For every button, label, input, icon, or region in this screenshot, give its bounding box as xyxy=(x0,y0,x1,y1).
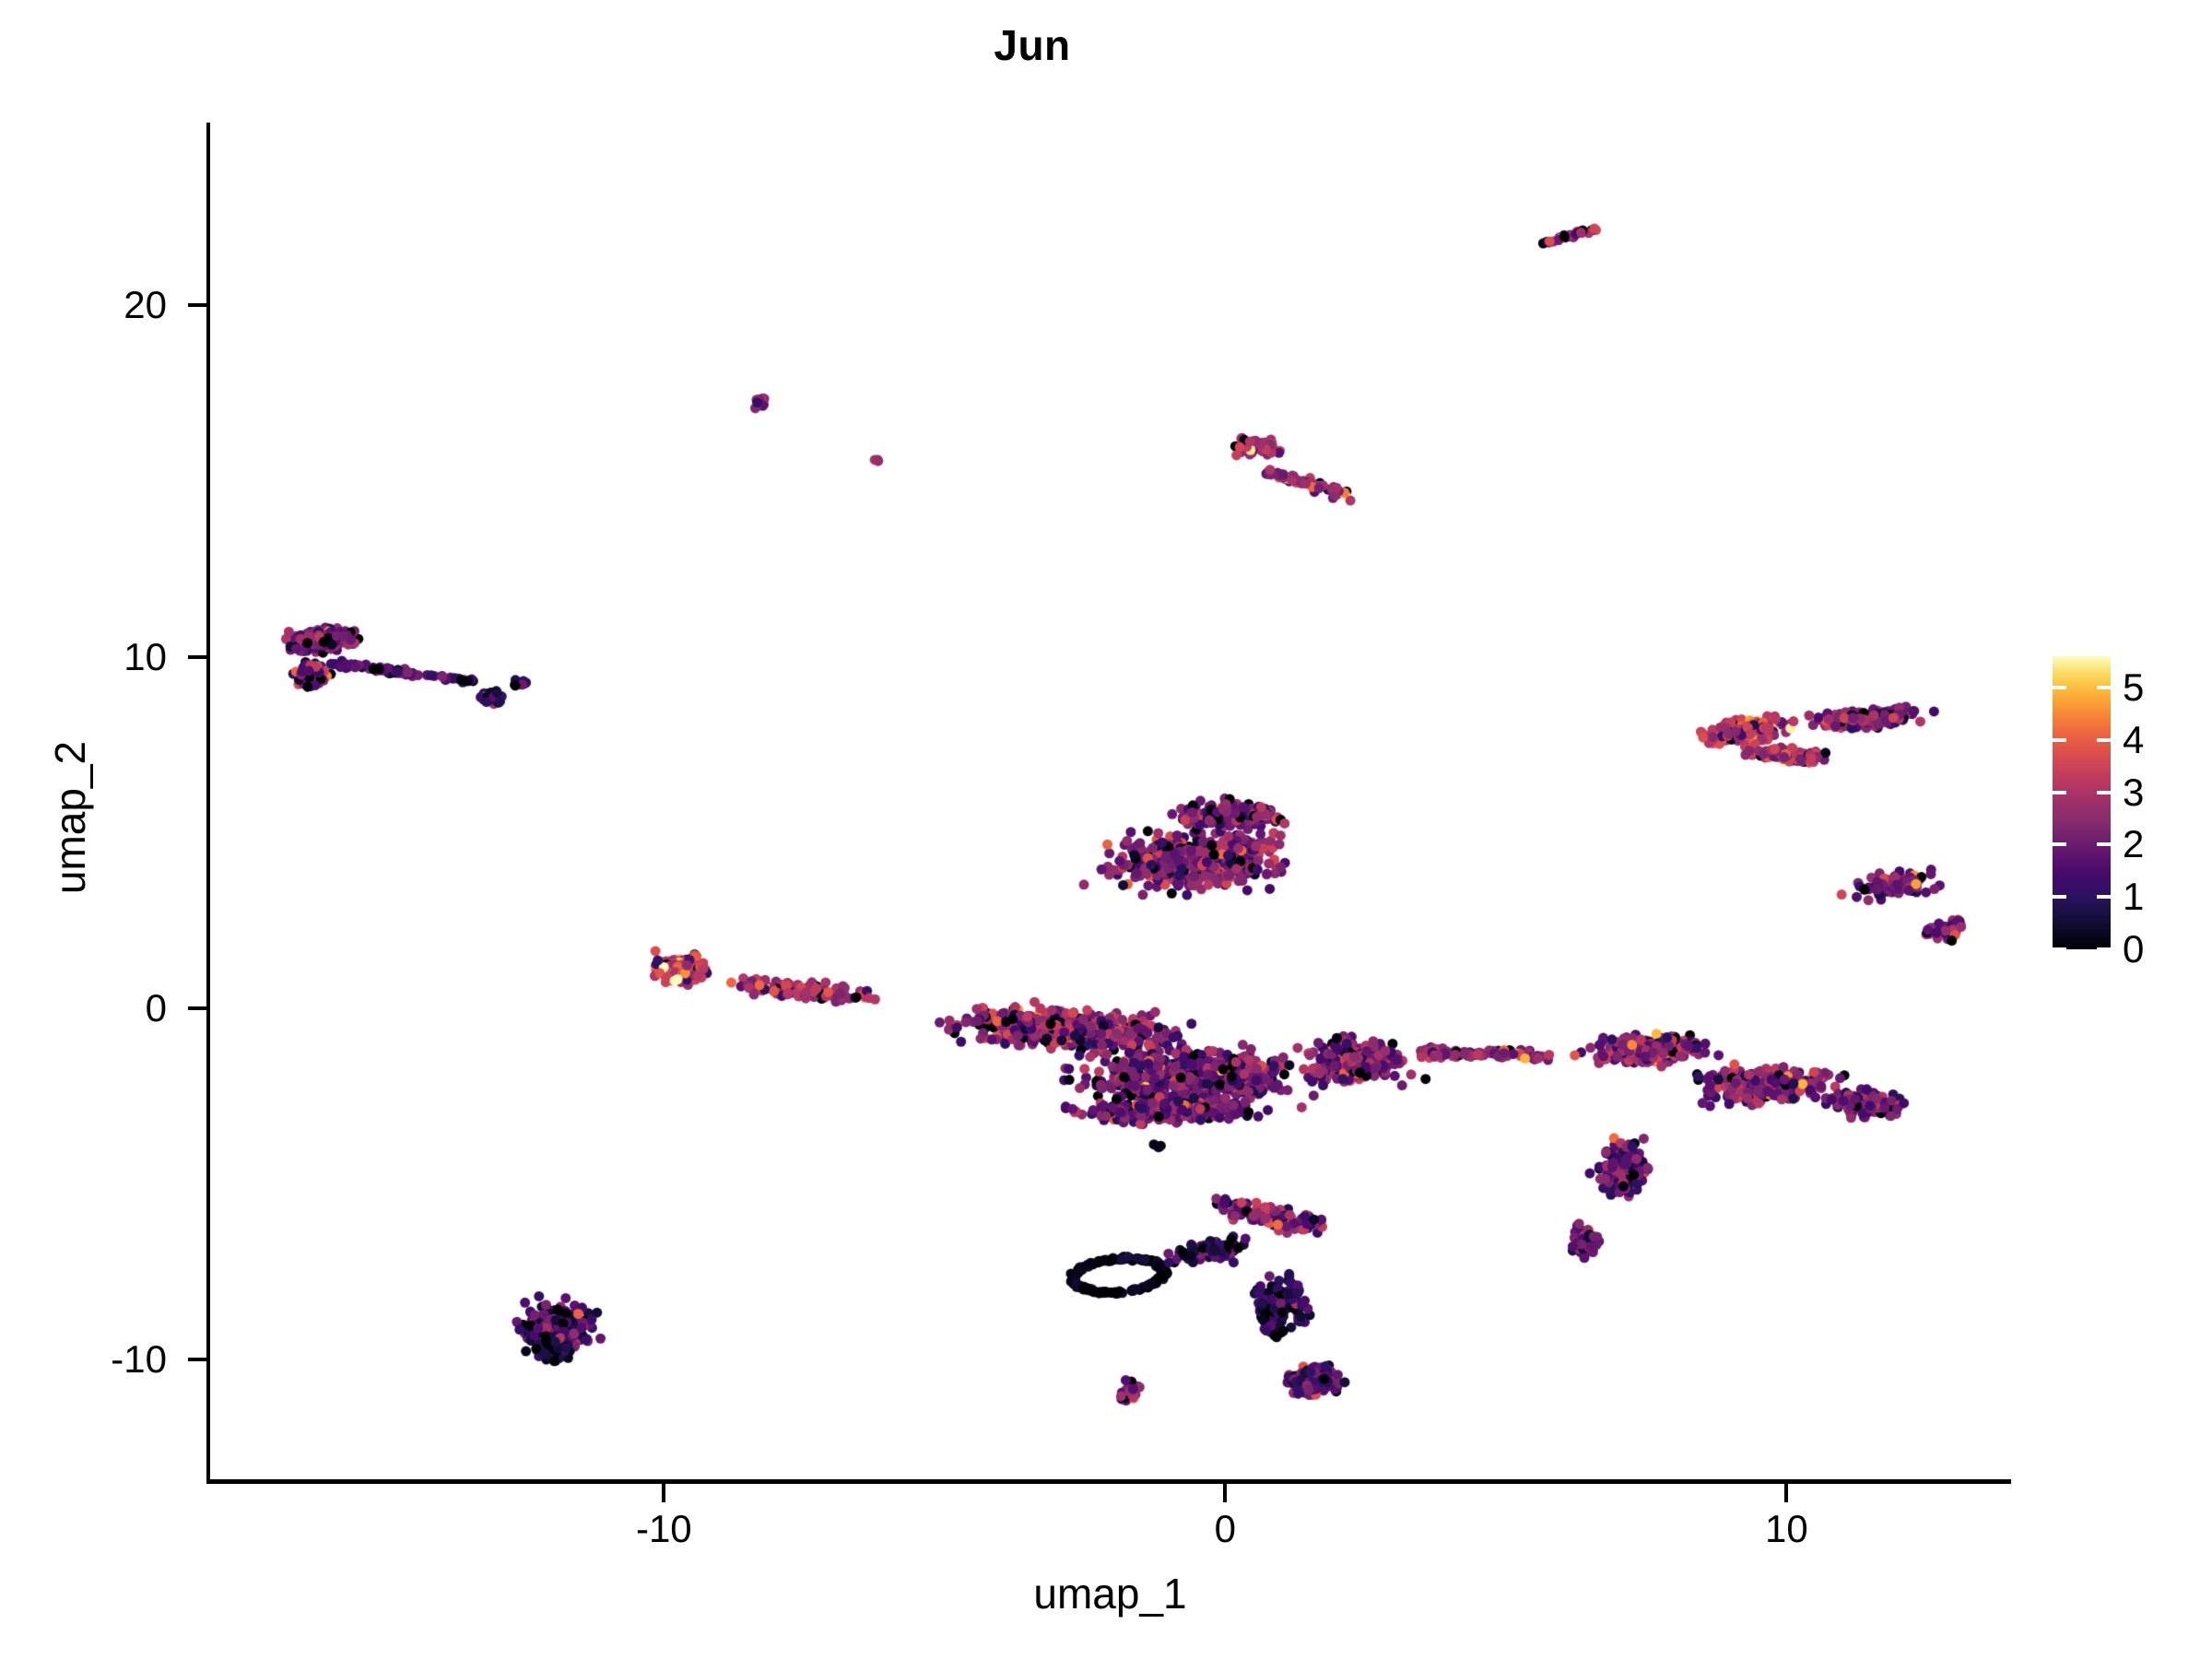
x-tick-label: 0 xyxy=(1214,1507,1237,1550)
x-tick-mark xyxy=(1223,1484,1228,1502)
x-tick-label: -10 xyxy=(635,1507,692,1550)
legend-tick-label: 1 xyxy=(2123,875,2145,919)
y-axis-line xyxy=(206,123,210,1483)
legend-tick-label: 4 xyxy=(2123,717,2145,761)
legend-tick-label: 0 xyxy=(2123,927,2145,971)
legend-tick-mark xyxy=(2053,790,2066,794)
x-axis-title: umap_1 xyxy=(1033,1570,1187,1618)
legend-tick-mark xyxy=(2053,686,2066,690)
legend-tick-mark xyxy=(2097,842,2111,847)
legend-tick-mark xyxy=(2053,737,2066,742)
y-tick-mark xyxy=(188,1006,206,1010)
legend-tick-mark xyxy=(2053,842,2066,847)
x-tick-mark xyxy=(1784,1484,1789,1502)
legend-tick-label: 5 xyxy=(2123,665,2145,710)
x-axis-line xyxy=(206,1479,2011,1484)
legend-tick-mark xyxy=(2097,790,2111,794)
legend-tick-label: 3 xyxy=(2123,770,2145,814)
legend-tick-mark xyxy=(2097,895,2111,900)
x-tick-mark xyxy=(662,1484,666,1502)
legend-tick-mark xyxy=(2053,895,2066,900)
page-title: Jun xyxy=(994,21,1071,69)
y-tick-label: 10 xyxy=(124,634,167,678)
y-tick-label: 20 xyxy=(124,283,167,327)
legend-tick-mark xyxy=(2053,947,2066,951)
legend-tick-mark xyxy=(2097,947,2111,951)
color-legend-bar xyxy=(2053,656,2111,949)
y-tick-mark xyxy=(188,654,206,659)
legend-tick-label: 2 xyxy=(2123,822,2145,866)
y-tick-mark xyxy=(188,1358,206,1362)
scatter-canvas xyxy=(209,123,2011,1479)
legend-tick-mark xyxy=(2097,686,2111,690)
y-tick-mark xyxy=(188,303,206,308)
x-tick-label: 10 xyxy=(1765,1507,1808,1550)
y-tick-label: 0 xyxy=(145,985,167,1030)
y-axis-title: umap_2 xyxy=(46,740,94,895)
color-legend[interactable]: 5 4 3 2 1 0 xyxy=(2053,656,2191,969)
y-tick-label: -10 xyxy=(111,1337,167,1382)
legend-tick-mark xyxy=(2097,737,2111,742)
plot-panel xyxy=(209,123,2011,1479)
